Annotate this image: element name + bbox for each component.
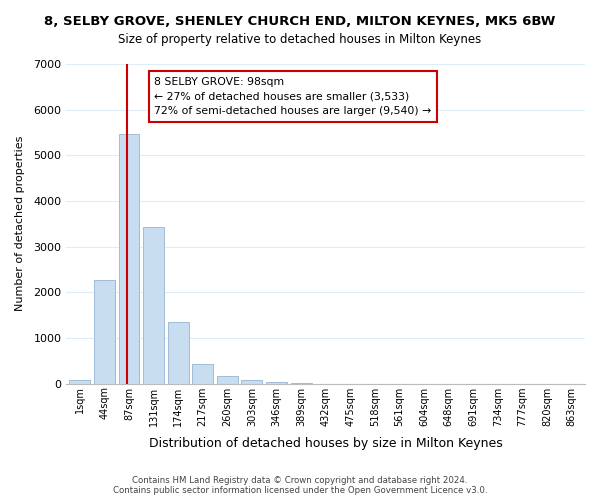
Bar: [193, 364, 213, 384]
Bar: [119, 134, 139, 384]
Text: Contains HM Land Registry data © Crown copyright and database right 2024.
Contai: Contains HM Land Registry data © Crown c…: [113, 476, 487, 495]
Bar: [217, 376, 238, 384]
Bar: [143, 228, 164, 384]
Bar: [70, 380, 90, 384]
Text: 8 SELBY GROVE: 98sqm
← 27% of detached houses are smaller (3,533)
72% of semi-de: 8 SELBY GROVE: 98sqm ← 27% of detached h…: [154, 77, 432, 116]
X-axis label: Distribution of detached houses by size in Milton Keynes: Distribution of detached houses by size …: [149, 437, 503, 450]
Bar: [94, 280, 115, 384]
Text: Size of property relative to detached houses in Milton Keynes: Size of property relative to detached ho…: [118, 32, 482, 46]
Y-axis label: Number of detached properties: Number of detached properties: [15, 136, 25, 312]
Bar: [241, 380, 262, 384]
Text: 8, SELBY GROVE, SHENLEY CHURCH END, MILTON KEYNES, MK5 6BW: 8, SELBY GROVE, SHENLEY CHURCH END, MILT…: [44, 15, 556, 28]
Bar: [168, 322, 188, 384]
Bar: [266, 382, 287, 384]
